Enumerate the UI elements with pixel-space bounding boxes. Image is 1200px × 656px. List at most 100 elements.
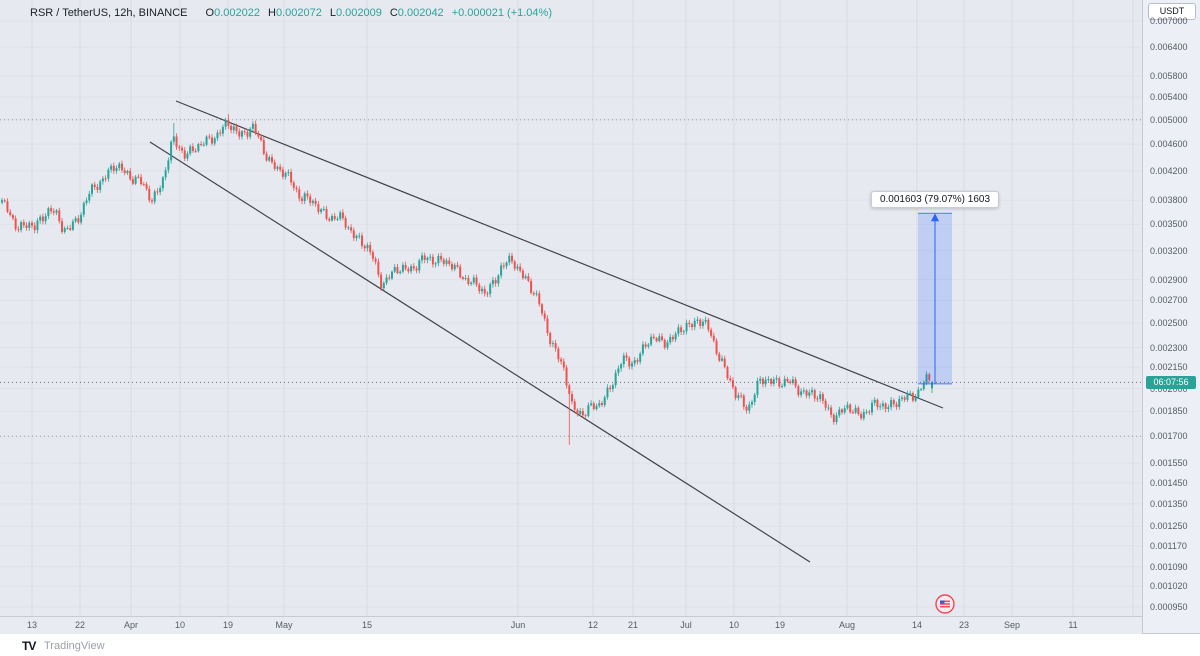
candle-body <box>928 374 931 381</box>
candle-body <box>238 131 241 137</box>
time-axis[interactable]: 13 22 Apr 10 19 May 15 Jun 12 21 Jul 10 19 Aug 14 23 Sep… <box>0 616 1142 634</box>
candle-body <box>202 144 205 146</box>
candle-body <box>415 268 418 271</box>
candle-body <box>181 147 183 151</box>
currency-toggle-button[interactable]: USDT <box>1148 3 1196 20</box>
candle-body <box>467 278 470 284</box>
measure-tooltip[interactable]: 0.001603 (79.07%) 1603 <box>870 191 1000 208</box>
candle-body <box>227 119 230 126</box>
candle-body <box>235 126 238 132</box>
price-axis[interactable]: USDT 0.007000 0.006400 0.005800 0.005400 0.0… <box>1142 0 1200 633</box>
candle-body <box>876 399 879 408</box>
candle-body <box>715 340 718 354</box>
economic-event-icon <box>935 594 955 614</box>
candle-body <box>74 218 77 222</box>
candle-body <box>369 245 372 253</box>
candle-body <box>80 214 83 223</box>
candle-body <box>347 227 350 229</box>
candle-body <box>821 394 824 401</box>
candle-body <box>197 144 200 152</box>
candle-body <box>241 131 243 137</box>
candle-body <box>118 163 121 169</box>
close-label: C <box>389 7 398 19</box>
candle-body <box>693 320 696 328</box>
candle-body <box>770 378 773 384</box>
candle-body <box>873 399 876 403</box>
candle-body <box>371 252 374 259</box>
flag-stripe <box>940 605 950 608</box>
candle-body <box>88 193 91 201</box>
price-axis-label: 0.001250 <box>1150 521 1188 532</box>
candle-body <box>641 344 644 354</box>
candle-body <box>257 132 260 137</box>
candle-body <box>123 170 126 174</box>
candle-body <box>688 322 691 325</box>
symbol-legend[interactable]: RSR / TetherUS, 12h, BINANCE O0.002022 H0.… <box>30 7 552 19</box>
candle-body <box>172 136 175 142</box>
candle-body <box>112 165 115 171</box>
candle-body <box>314 200 317 205</box>
candle-body <box>647 344 650 347</box>
candle-body <box>93 184 96 187</box>
candle-body <box>843 408 846 413</box>
candle-body <box>557 348 560 360</box>
candle-body <box>543 313 546 319</box>
candle-body <box>464 278 467 280</box>
price-axis-label: 0.002300 <box>1150 342 1188 353</box>
candle-body <box>55 210 58 213</box>
candle-body <box>3 200 6 202</box>
candle-body <box>742 395 745 407</box>
candle-body <box>890 400 893 408</box>
candle-body <box>729 378 732 381</box>
time-axis-label: 15 <box>361 620 373 630</box>
candle-body <box>827 407 830 409</box>
candle-body <box>336 218 339 220</box>
candle-body <box>519 266 522 271</box>
candle-body <box>606 387 609 398</box>
candle-body <box>107 169 110 179</box>
candle-body <box>129 170 132 180</box>
candle-body <box>63 228 66 232</box>
candle-body <box>781 386 783 388</box>
candle-body <box>137 176 140 178</box>
candle-body <box>892 400 895 405</box>
candle-body <box>721 358 723 361</box>
candle-body <box>813 390 816 399</box>
candle-body <box>156 191 159 193</box>
candle-body <box>731 380 734 388</box>
candle-body <box>816 398 819 400</box>
candle-body <box>191 146 194 151</box>
candle-body <box>183 150 186 159</box>
candle-body <box>36 220 39 231</box>
price-axis-label: 0.001850 <box>1150 406 1188 417</box>
candle-body <box>145 184 148 189</box>
candle-body <box>377 261 380 275</box>
low-label: L <box>329 7 336 19</box>
candle-body <box>434 263 437 265</box>
candle-body <box>622 355 625 365</box>
candle-body <box>532 292 535 295</box>
candle-body <box>699 319 702 326</box>
candle-body <box>838 409 841 416</box>
candle-body <box>794 379 797 387</box>
price-axis-label: 0.005800 <box>1150 71 1188 82</box>
symbol-title[interactable]: RSR / TetherUS, 12h, BINANCE <box>30 7 188 19</box>
candle-body <box>925 374 928 384</box>
candle-body <box>854 407 857 413</box>
candle-body <box>851 412 854 414</box>
candle-body <box>631 363 633 367</box>
time-axis-label: 13 <box>26 620 38 630</box>
candle-body <box>475 277 478 285</box>
tradingview-brand-text[interactable]: TradingView <box>44 640 105 652</box>
candle-body <box>797 386 800 396</box>
candle-body <box>134 176 137 184</box>
candle-body <box>696 319 699 321</box>
chart-pane[interactable]: RSR / TetherUS, 12h, BINANCE O0.002022 H0.… <box>0 0 1142 616</box>
candle-body <box>486 293 489 295</box>
candle-body <box>301 198 303 201</box>
tradingview-logo-icon[interactable]: TV <box>22 639 36 653</box>
price-axis-label: 0.003500 <box>1150 219 1188 230</box>
candle-body <box>281 169 284 177</box>
candle-body <box>551 343 554 345</box>
